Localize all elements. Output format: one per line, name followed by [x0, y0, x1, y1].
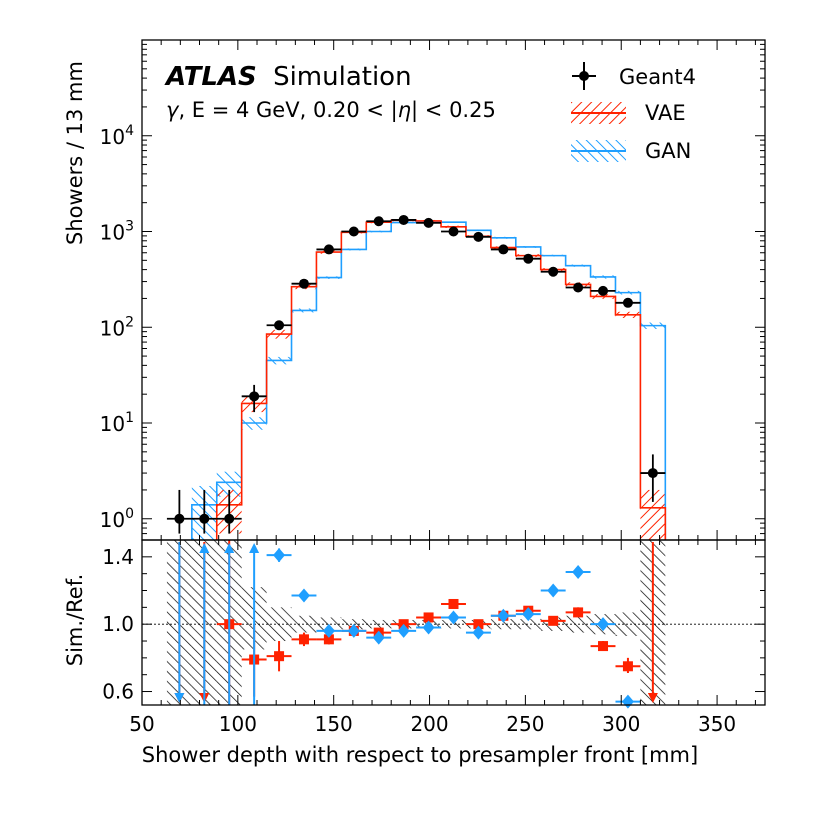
reference-uncertainty-bin [515, 619, 541, 630]
geant4-point [523, 253, 534, 264]
gan-ratio-point [447, 610, 460, 625]
ratio-y-axis-label: Sim./Ref. [63, 574, 87, 666]
vae-step-line [215, 219, 667, 540]
x-axis-label: Shower depth with respect to presampler … [142, 743, 698, 767]
geant4-point [298, 278, 309, 289]
legend: Geant4 VAE GAN [571, 62, 696, 163]
legend-geant4-marker [572, 62, 596, 90]
geant4-point [224, 513, 235, 524]
x-tick-label: 350 [698, 712, 736, 736]
gan-ratio-point [273, 548, 286, 563]
atlas-simulation: Simulation [273, 62, 412, 92]
geant4-point [573, 282, 584, 293]
geant4-point [398, 214, 409, 225]
main-y-tick-label: 102 [100, 314, 134, 340]
vae-ratio-point [274, 651, 285, 662]
geant4-point [323, 244, 334, 255]
geant4-point [174, 513, 185, 524]
geant4-point [548, 266, 559, 277]
main-y-tick-label: 100 [100, 506, 134, 532]
legend-geant4-label: Geant4 [619, 65, 696, 89]
legend-vae-label: VAE [645, 101, 686, 125]
vae-ratio-point [298, 634, 309, 645]
geant4-point [274, 320, 285, 331]
geant4-point [199, 513, 210, 524]
gan-ratio-point [547, 583, 560, 598]
vae-ratio-point [548, 615, 559, 626]
ratio-plot-frame [141, 539, 766, 706]
x-tick-label: 250 [506, 712, 544, 736]
geant4-point [423, 217, 434, 228]
ratio-y-tick-label: 1.0 [102, 612, 134, 636]
ratio-y-tick-label: 1.4 [102, 545, 134, 569]
geant4-point [498, 244, 509, 255]
gan-ratio-point [397, 623, 410, 638]
vae-ratio-offscale-arrow [647, 693, 658, 703]
gan-ratio-point [322, 623, 335, 638]
vae-ratio-point [323, 634, 334, 645]
x-tick-label: 100 [219, 712, 257, 736]
gan-ratio-point [497, 608, 510, 623]
subtitle-part-a: , E = 4 GeV, 0.20 < | [178, 98, 397, 123]
geant4-point [647, 468, 658, 479]
geant4-point [373, 216, 384, 227]
plot-subtitle: γ, E = 4 GeV, 0.20 < |η| < 0.25 [166, 98, 496, 123]
gan-ratio-point [472, 625, 485, 640]
gan-ratio-point [621, 694, 634, 709]
ratio-y-tick-label: 0.6 [102, 680, 134, 704]
gan-ratio-point [572, 564, 585, 579]
main-y-tick-label: 101 [100, 410, 134, 436]
vae-ratio-point [622, 661, 633, 672]
x-tick-label: 150 [315, 712, 353, 736]
geant4-point [249, 391, 260, 402]
gan-ratio-point [372, 630, 385, 645]
vae-ratio-point [598, 641, 609, 652]
vae-ratio-point [473, 619, 484, 630]
vae-ratio-point [448, 598, 459, 609]
x-tick-label: 50 [129, 712, 154, 736]
x-tick-label: 300 [602, 712, 640, 736]
geant4-point [348, 226, 359, 237]
gan-ratio-offscale-arrow [174, 693, 185, 703]
geant4-point [448, 226, 459, 237]
legend-gan-label: GAN [645, 139, 691, 163]
main-y-tick-label: 103 [100, 219, 134, 245]
geant4-point [622, 297, 633, 308]
gan-ratio-point [597, 617, 610, 632]
main-y-tick-label: 104 [100, 123, 134, 149]
vae-ratio-point [573, 607, 584, 618]
gan-ratio-point [422, 620, 435, 635]
gan-step-line [191, 220, 667, 540]
gan-ratio-point [347, 623, 360, 638]
geant4-point [473, 231, 484, 242]
vae-ratio-point [423, 612, 434, 623]
subtitle-gamma: γ [166, 98, 180, 122]
x-tick-label: 200 [410, 712, 448, 736]
subtitle-eta: η [398, 98, 411, 122]
subtitle-part-b: | < 0.25 [411, 98, 496, 123]
atlas-bold: ATLAS [164, 62, 257, 92]
gan-ratio-point [522, 607, 535, 622]
gan-ratio-point [297, 588, 310, 603]
main-y-axis-label: Showers / 13 mm [63, 61, 87, 245]
geant4-point [598, 285, 609, 296]
atlas-label: ATLAS Simulation [164, 62, 412, 92]
